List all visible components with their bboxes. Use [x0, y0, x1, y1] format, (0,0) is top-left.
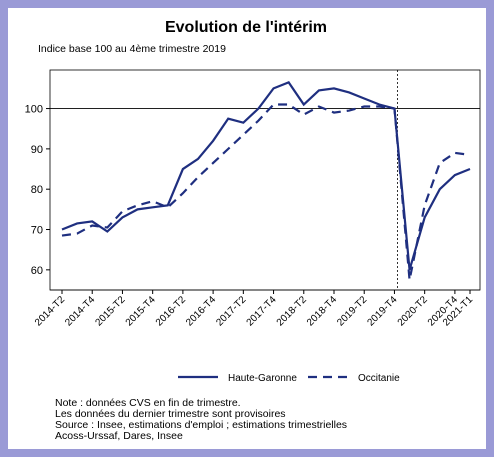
- x-tick-label: 2019-T2: [335, 294, 369, 328]
- x-tick-label: 2020-T2: [396, 294, 430, 328]
- x-tick-label: 2018-T4: [305, 294, 339, 328]
- x-tick-label: 2014-T4: [63, 294, 97, 328]
- plot-frame: [49, 69, 481, 291]
- note: Source : Insee, estimations d'emploi ; e…: [55, 419, 347, 431]
- subtitle: Indice base 100 au 4ème trimestre 2019: [38, 43, 226, 55]
- x-tick-label: 2015-T2: [93, 294, 127, 328]
- legend-label: Occitanie: [358, 373, 400, 384]
- x-tick-label: 2017-T2: [214, 294, 248, 328]
- line-series: [61, 80, 471, 271]
- legend-label: Haute-Garonne: [228, 373, 297, 384]
- x-tick-label: 2019-T4: [365, 294, 399, 328]
- y-tick-label: 100: [25, 104, 43, 116]
- x-tick-label: 2017-T4: [245, 294, 279, 328]
- y-tick-label: 90: [31, 144, 43, 156]
- y-tick-label: 80: [31, 184, 43, 196]
- x-tick-label: 2014-T2: [33, 294, 67, 328]
- chart-title: Evolution de l'intérim: [165, 19, 327, 36]
- x-tick-label: 2018-T2: [275, 294, 309, 328]
- panel: Evolution de l'intérim Indice base 100 a…: [8, 8, 486, 449]
- y-tick-label: 70: [31, 225, 43, 237]
- x-tick-label: 2015-T4: [124, 294, 158, 328]
- y-tick-label: 60: [31, 265, 43, 277]
- line-series: [61, 103, 471, 281]
- note: Les données du dernier trimestre sont pr…: [55, 408, 286, 420]
- x-tick-label: 2016-T4: [184, 294, 218, 328]
- note: Acoss-Urssaf, Dares, Insee: [55, 430, 183, 442]
- x-tick-label: 2016-T2: [154, 294, 188, 328]
- chart: Evolution de l'intérim Indice base 100 a…: [25, 19, 481, 442]
- note: Note : données CVS en fin de trimestre.: [55, 397, 241, 409]
